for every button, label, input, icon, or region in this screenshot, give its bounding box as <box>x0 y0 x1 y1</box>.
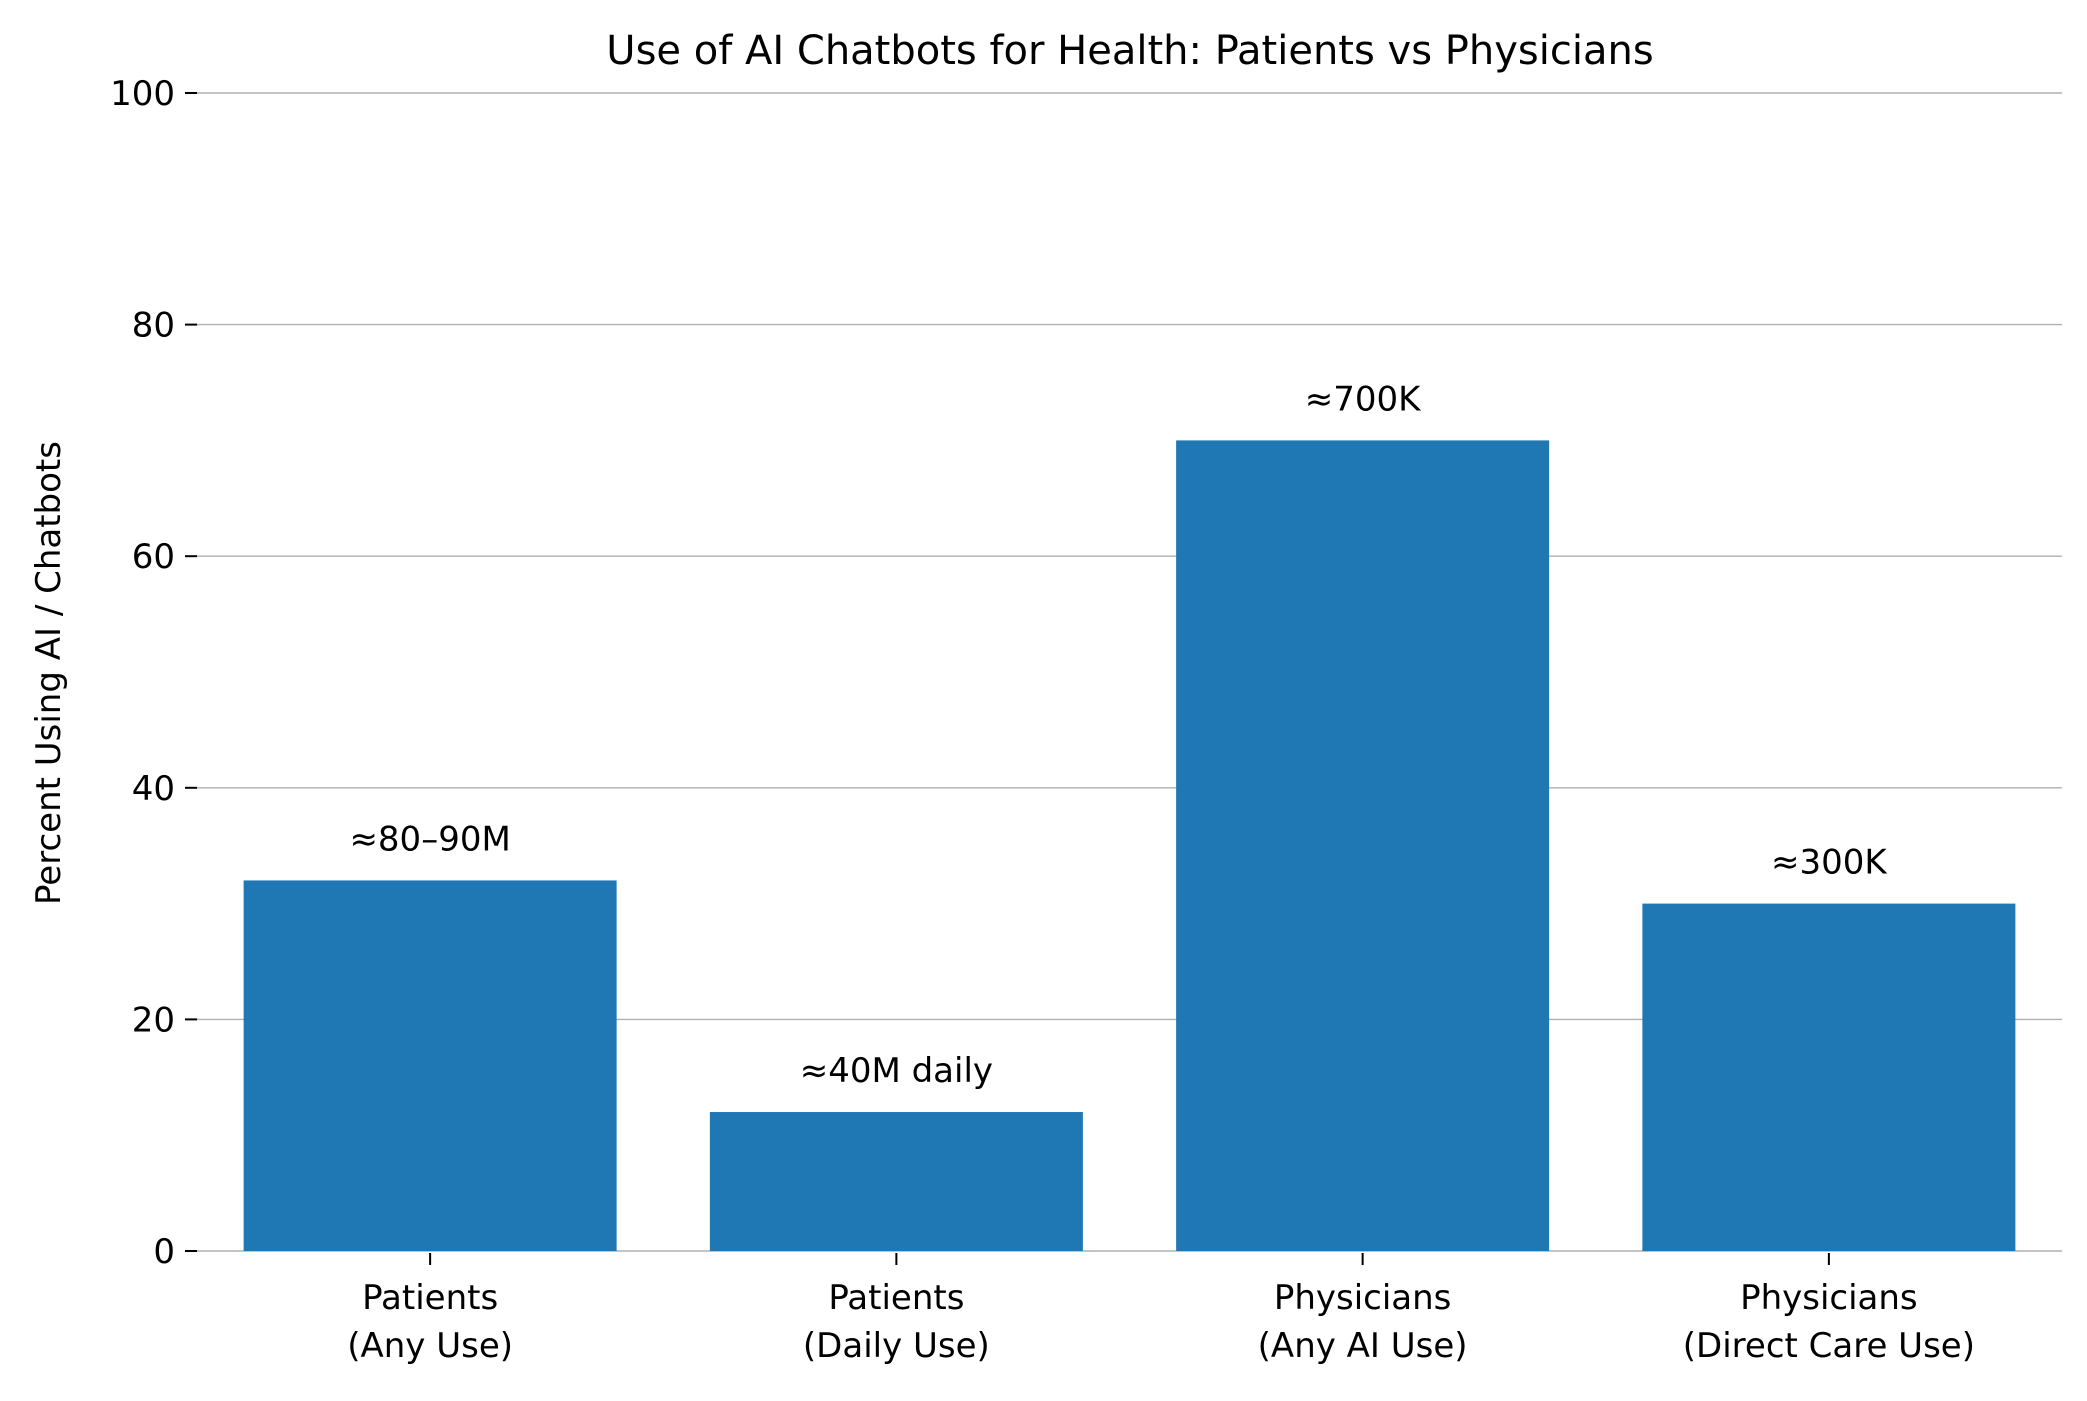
x-tick-label: (Direct Care Use) <box>1683 1326 1975 1366</box>
y-tick-label: 60 <box>132 537 175 577</box>
bar-labels: ≈80–90M ≈40M daily ≈700K ≈300K <box>349 379 1888 1091</box>
bar-value-label: ≈40M daily <box>800 1051 993 1091</box>
x-axis: Patients (Any Use) Patients (Daily Use) Phys… <box>347 1253 1975 1366</box>
bar <box>1176 440 1550 1251</box>
bar-value-label: ≈300K <box>1771 843 1888 883</box>
y-tick-label: 20 <box>132 1000 175 1040</box>
chart-title: Use of AI Chatbots for Health: Patients … <box>606 28 1653 74</box>
x-tick-label: Patients <box>828 1278 964 1318</box>
bars <box>243 440 2016 1251</box>
y-axis-label: Percent Using AI / Chatbots <box>29 441 69 905</box>
x-tick-label: (Any Use) <box>347 1326 513 1366</box>
bar <box>1642 903 2016 1251</box>
y-tick-label: 100 <box>110 74 175 114</box>
x-tick-label: (Daily Use) <box>803 1326 990 1366</box>
x-tick-label: Physicians <box>1740 1278 1918 1318</box>
x-tick-label: Physicians <box>1274 1278 1452 1318</box>
y-axis: 0 20 40 60 80 100 <box>110 74 197 1272</box>
bar <box>709 1112 1083 1251</box>
bar <box>243 880 617 1251</box>
bar-value-label: ≈700K <box>1305 379 1422 419</box>
x-tick-label: Patients <box>362 1278 498 1318</box>
y-tick-label: 80 <box>132 306 175 346</box>
bar-value-label: ≈80–90M <box>349 819 510 859</box>
y-tick-label: 0 <box>153 1232 175 1272</box>
x-tick-label: (Any AI Use) <box>1258 1326 1468 1366</box>
y-tick-label: 40 <box>132 769 175 809</box>
